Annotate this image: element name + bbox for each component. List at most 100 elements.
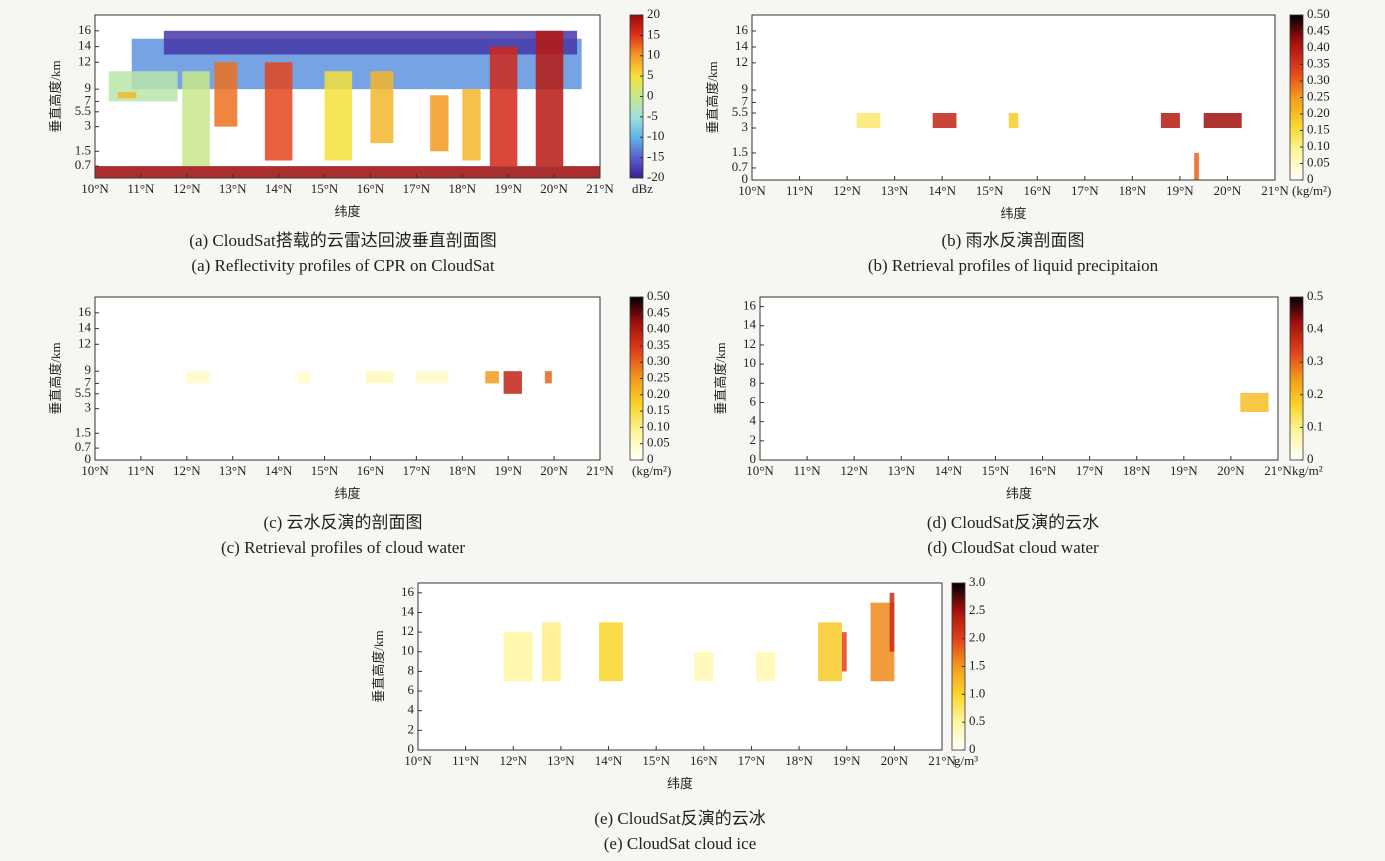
colorbar-tick-label: 0.5 [1307,288,1323,303]
colorbar-tick-label: 0.5 [969,713,985,728]
y-tick-label: 4 [750,413,757,428]
heat-cell [297,371,311,384]
colorbar-tick-label: 0.30 [1307,72,1330,87]
colorbar-tick-label: 0.45 [1307,22,1330,37]
x-tick-label: 12°N [840,463,868,478]
x-tick-label: 16°N [690,753,718,768]
heat-cell [756,651,776,682]
x-tick-label: 20°N [1217,463,1245,478]
caption: (c) Retrieval profiles of cloud water [221,538,465,557]
x-axis-label: 纬度 [334,204,360,219]
heat-cell [182,71,210,167]
y-tick-label: 16 [78,22,92,37]
caption: (c) 云水反演的剖面图 [263,513,422,532]
y-tick-label: 5.5 [75,103,91,118]
x-tick-label: 13°N [547,753,575,768]
heat-cell [485,371,499,384]
x-tick-label: 20°N [1214,183,1242,198]
heat-cell [416,371,449,384]
colorbar-tick-label: 3.0 [969,574,985,589]
heat-cells [856,113,1242,180]
x-tick-label: 12°N [499,753,527,768]
heat-cell [489,46,518,167]
colorbar-tick-label: -20 [647,169,664,184]
colorbar-tick-label: 0.35 [1307,55,1330,70]
x-axis-label: 纬度 [1006,486,1032,501]
heat-cell [95,166,600,178]
colorbar-tick-label: -15 [647,149,664,164]
colorbar-tick-label: 0.1 [1307,418,1323,433]
caption: (e) CloudSat反演的云冰 [594,809,765,828]
x-tick-label: 13°N [887,463,915,478]
heat-cell [430,95,449,152]
heat-cell [365,371,394,384]
x-tick-label: 10°N [738,183,766,198]
y-tick-label: 12 [78,53,91,68]
y-tick-label: 10 [401,643,414,658]
heat-cell [264,62,293,161]
x-tick-label: 12°N [173,463,201,478]
y-tick-label: 8 [750,374,757,389]
heat-cell [214,62,238,127]
y-tick-label: 4 [408,702,415,717]
colorbar-unit: kg/m² [1292,463,1323,478]
colorbar-unit: (kg/m²) [632,463,671,478]
x-tick-label: 14°N [928,183,956,198]
plot-area [95,297,600,460]
x-tick-label: 14°N [935,463,963,478]
x-tick-label: 16°N [1029,463,1057,478]
colorbar [1289,296,1304,461]
heat-cells [503,592,895,682]
heat-cell [856,113,881,129]
x-tick-label: 14°N [265,463,293,478]
colorbar-tick-label: 0.20 [647,386,670,401]
colorbar-tick-label: 0 [647,451,654,466]
heat-cell [1008,113,1019,129]
x-tick-label: 20°N [881,753,909,768]
y-axis-label: 垂直高度/km [48,342,63,414]
colorbar-tick-label: 20 [647,6,660,21]
x-tick-label: 15°N [311,181,339,196]
colorbar-tick-label: -10 [647,128,664,143]
colorbar-tick-label: -5 [647,108,658,123]
x-tick-label: 18°N [785,753,813,768]
x-tick-label: 11°N [127,463,155,478]
x-tick-label: 19°N [1166,183,1194,198]
colorbar-unit: dBz [632,181,653,196]
x-tick-label: 13°N [219,463,247,478]
colorbar-tick-label: 5 [647,67,654,82]
y-axis-label: 垂直高度/km [371,630,386,702]
x-tick-label: 11°N [452,753,480,768]
y-tick-label: 0 [742,171,749,186]
y-tick-label: 0.7 [732,159,749,174]
y-tick-label: 1.5 [75,424,91,439]
colorbar-tick-label: 0.4 [1307,321,1324,336]
y-tick-label: 0.7 [75,157,92,172]
x-tick-label: 19°N [494,181,522,196]
x-tick-label: 17°N [403,181,431,196]
heat-cell [870,602,895,682]
y-tick-label: 2 [750,432,757,447]
y-tick-label: 7 [85,92,92,107]
x-tick-label: 15°N [976,183,1004,198]
axes-frame [94,296,601,461]
x-tick-label: 14°N [595,753,623,768]
colorbar-tick-label: 0 [1307,451,1314,466]
y-tick-label: 2 [408,721,415,736]
x-tick-label: 21°N [1264,463,1292,478]
colorbar-tick-label: 0.50 [1307,6,1330,21]
x-tick-label: 16°N [1023,183,1051,198]
heat-cell [370,71,394,144]
heat-cell [544,371,552,384]
x-tick-label: 19°N [833,753,861,768]
x-tick-label: 15°N [642,753,670,768]
y-axis-label: 垂直高度/km [713,342,728,414]
y-tick-label: 5.5 [75,385,91,400]
x-tick-label: 21°N [586,463,614,478]
colorbar-tick-label: 0.25 [1307,88,1330,103]
heat-cell [841,632,847,672]
x-tick-label: 14°N [265,181,293,196]
colorbar-tick-label: 0.10 [1307,138,1330,153]
x-tick-label: 15°N [982,463,1010,478]
caption: (b) 雨水反演剖面图 [941,231,1084,250]
